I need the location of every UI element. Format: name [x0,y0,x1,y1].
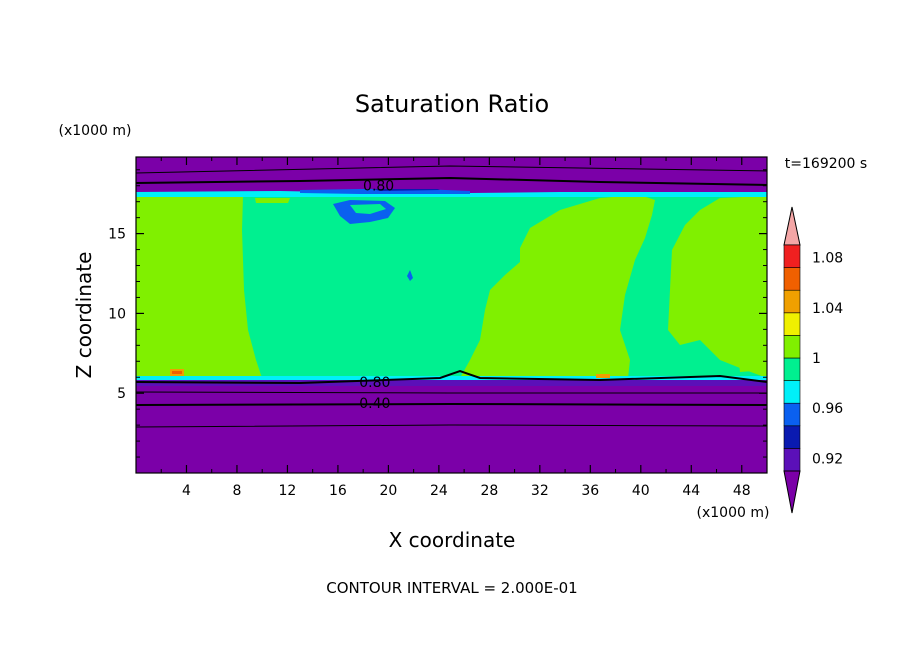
x-axis-label: X coordinate [389,528,516,552]
colorbar-swatch [783,448,801,472]
upper-anvil-core [350,204,386,214]
upper-anvil-patch [255,198,290,203]
colorbar-swatch [783,402,801,427]
x-axis: 4 8 12 16 20 24 28 32 36 40 44 48 [160,157,751,499]
contour-label-group: 0.80 0.80 0.40 [359,179,394,412]
colorbar-tick-label: 1.08 [812,251,843,267]
time-label: t=169200 s [785,156,867,172]
colorbar-swatch [783,312,801,336]
x-tick-label: 12 [279,483,297,499]
x-tick-label: 40 [632,483,650,499]
contour-lines [135,165,768,428]
contour-label: 0.80 [363,179,394,195]
colorbar-tick-label: 0.92 [812,451,843,467]
colorbar: 0.92 0.96 1 1.04 1.08 [783,206,843,514]
colorbar-under-arrow [783,470,801,514]
contour-line-lower-1 [135,369,768,385]
chart-title: Saturation Ratio [355,90,549,118]
local-max-left-core [172,371,182,374]
x-tick-label: 32 [531,483,549,499]
region-100-102-left [136,195,262,378]
colorbar-swatch [783,425,801,449]
contour-label: 0.40 [359,396,390,412]
colorbar-tick-label: 1.04 [812,301,843,317]
y-axis: 5 10 15 [108,169,767,458]
y-tick-label: 5 [117,386,126,402]
x-tick-label: 24 [430,483,448,499]
contour-line-lower-3 [135,402,768,406]
contour-line-upper [135,176,768,186]
y-tick-label: 10 [108,306,126,322]
contour-label: 0.80 [359,375,390,391]
small-cell-blue [407,270,413,281]
y-unit-label: (x1000 m) [59,123,132,139]
contour-line-upper-thin [135,165,768,174]
x-tick-label: 4 [182,483,191,499]
upper-boundary-blue [300,189,470,194]
colorbar-swatch [783,380,801,404]
colorbar-tick-label: 1 [812,351,821,367]
colorbar-tick-label: 0.96 [812,401,843,417]
contour-line-lower-4 [135,424,768,428]
y-tick-label: 15 [108,227,126,243]
x-tick-label: 20 [379,483,397,499]
contour-line-lower-2 [135,391,767,394]
x-tick-label: 16 [329,483,347,499]
plot-frame [135,156,768,474]
x-tick-label: 48 [733,483,751,499]
x-unit-label: (x1000 m) [697,505,770,521]
colorbar-swatch [783,267,801,291]
x-tick-label: 36 [581,483,599,499]
y-axis-label: Z coordinate [72,252,96,379]
x-tick-label: 8 [232,483,241,499]
colorbar-over-arrow [783,206,801,246]
colorbar-swatch [783,335,801,359]
local-max-right [596,374,610,378]
contour-interval-footer: CONTOUR INTERVAL = 2.000E-01 [326,579,577,597]
region-100-102-center [460,195,655,378]
x-tick-label: 28 [480,483,498,499]
colorbar-swatch [783,244,801,268]
colorbar-swatch [783,289,801,314]
colorbar-swatch [783,357,801,381]
region-100-102-patch [735,328,767,372]
x-tick-label: 44 [682,483,700,499]
